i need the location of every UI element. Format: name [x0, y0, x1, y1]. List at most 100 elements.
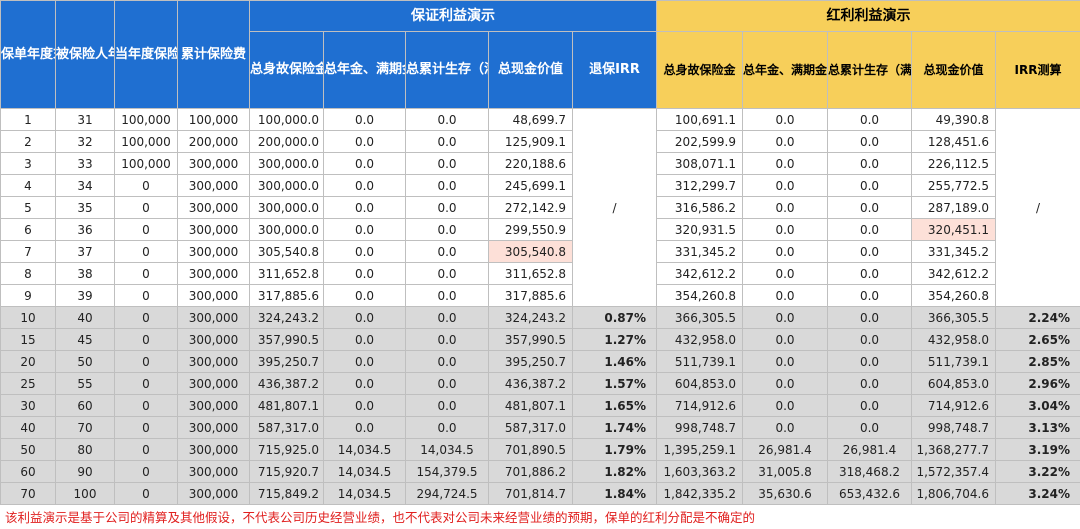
merged-irr-placeholder-dividend: / [995, 108, 1080, 307]
cell-g-annuity: 0.0 [323, 240, 406, 263]
table-row: 5 35 0 300,000 300,000.0 0.0 0.0 272,142.9 316,5… [0, 196, 1080, 219]
table-row: 40 70 0 300,000 587,317.0 0.0 0.0 587,317.0 1.74… [0, 416, 1080, 439]
cell-d-annuity: 0.0 [742, 306, 828, 329]
cell-g-death-benefit: 100,000.0 [249, 108, 324, 131]
cell-d-survival: 0.0 [827, 218, 912, 241]
cell-cumulative-premium: 300,000 [177, 284, 250, 307]
cell-annual-premium: 0 [114, 350, 178, 373]
cell-policy-year: 6 [0, 218, 56, 241]
cell-d-death-benefit: 511,739.1 [656, 350, 743, 373]
header-g-cash-value: 总现金价值 [488, 31, 573, 109]
cell-g-cash-value: 481,807.1 [488, 394, 573, 417]
cell-d-annuity: 0.0 [742, 350, 828, 373]
cell-cumulative-premium: 300,000 [177, 394, 250, 417]
cell-cumulative-premium: 300,000 [177, 416, 250, 439]
cell-d-death-benefit: 316,586.2 [656, 196, 743, 219]
cell-policy-year: 4 [0, 174, 56, 197]
header-policy-year: 保单年度末 [0, 0, 56, 109]
cell-g-death-benefit: 587,317.0 [249, 416, 324, 439]
cell-d-irr: 2.65% [995, 328, 1080, 351]
cell-cumulative-premium: 300,000 [177, 438, 250, 461]
cell-g-annuity: 0.0 [323, 416, 406, 439]
cell-d-annuity: 26,981.4 [742, 438, 828, 461]
header-d-annuity: 总年金、满期金和满期现金红利 [742, 31, 828, 109]
table-row: 10 40 0 300,000 324,243.2 0.0 0.0 324,243.2 0.87… [0, 306, 1080, 329]
cell-g-annuity: 0.0 [323, 130, 406, 153]
cell-d-cash-value: 128,451.6 [911, 130, 996, 153]
cell-d-death-benefit: 1,842,335.2 [656, 482, 743, 505]
header-insured-age: 被保险人年龄 [55, 0, 115, 109]
cell-g-death-benefit: 715,925.0 [249, 438, 324, 461]
cell-annual-premium: 100,000 [114, 108, 178, 131]
cell-g-survival: 0.0 [405, 218, 489, 241]
cell-g-death-benefit: 300,000.0 [249, 152, 324, 175]
cell-policy-year: 70 [0, 482, 56, 505]
table-row: 3 33 100,000 300,000 300,000.0 0.0 0.0 220,188.… [0, 152, 1080, 175]
table-row: 7 37 0 300,000 305,540.8 0.0 0.0 305,540.8 331,3… [0, 240, 1080, 263]
table-row: 2 32 100,000 200,000 200,000.0 0.0 0.0 125,909.… [0, 130, 1080, 153]
header-g-surrender-irr: 退保IRR [572, 31, 657, 109]
cell-cumulative-premium: 300,000 [177, 152, 250, 175]
cell-g-death-benefit: 715,920.7 [249, 460, 324, 483]
cell-g-annuity: 0.0 [323, 328, 406, 351]
cell-annual-premium: 0 [114, 482, 178, 505]
cell-g-annuity: 0.0 [323, 306, 406, 329]
cell-g-surrender-irr: 1.79% [572, 438, 657, 461]
cell-g-survival: 154,379.5 [405, 460, 489, 483]
cell-d-annuity: 0.0 [742, 416, 828, 439]
cell-cumulative-premium: 300,000 [177, 306, 250, 329]
cell-d-death-benefit: 100,691.1 [656, 108, 743, 131]
cell-g-death-benefit: 200,000.0 [249, 130, 324, 153]
cell-d-irr: 2.24% [995, 306, 1080, 329]
cell-insured-age: 36 [55, 218, 115, 241]
cell-d-survival: 0.0 [827, 108, 912, 131]
cell-g-surrender-irr: 1.27% [572, 328, 657, 351]
disclaimer-footnote: 该利益演示是基于公司的精算及其他假设，不代表公司历史经营业绩，也不代表对公司未来… [5, 510, 756, 525]
cell-d-annuity: 0.0 [742, 174, 828, 197]
cell-policy-year: 15 [0, 328, 56, 351]
header-annual-premium: 当年度保险费 [114, 0, 178, 109]
cell-insured-age: 45 [55, 328, 115, 351]
cell-g-cash-value: 357,990.5 [488, 328, 573, 351]
cell-d-cash-value: 604,853.0 [911, 372, 996, 395]
cell-d-cash-value: 320,451.1 [911, 218, 996, 241]
cell-g-death-benefit: 715,849.2 [249, 482, 324, 505]
table-row: 6 36 0 300,000 300,000.0 0.0 0.0 299,550.9 320,9… [0, 218, 1080, 241]
cell-g-annuity: 0.0 [323, 152, 406, 175]
cell-annual-premium: 0 [114, 262, 178, 285]
cell-cumulative-premium: 300,000 [177, 240, 250, 263]
cell-policy-year: 25 [0, 372, 56, 395]
cell-annual-premium: 0 [114, 174, 178, 197]
cell-d-irr: 3.24% [995, 482, 1080, 505]
cell-g-death-benefit: 357,990.5 [249, 328, 324, 351]
cell-d-death-benefit: 714,912.6 [656, 394, 743, 417]
cell-annual-premium: 0 [114, 460, 178, 483]
header-dividend-benefit: 红利利益演示 [656, 0, 1080, 32]
cell-cumulative-premium: 300,000 [177, 372, 250, 395]
cell-policy-year: 7 [0, 240, 56, 263]
cell-g-cash-value: 311,652.8 [488, 262, 573, 285]
cell-g-surrender-irr: 1.84% [572, 482, 657, 505]
cell-d-survival: 0.0 [827, 328, 912, 351]
cell-insured-age: 70 [55, 416, 115, 439]
cell-policy-year: 5 [0, 196, 56, 219]
cell-d-death-benefit: 342,612.2 [656, 262, 743, 285]
cell-d-annuity: 0.0 [742, 394, 828, 417]
table-row: 25 55 0 300,000 436,387.2 0.0 0.0 436,387.2 1.57… [0, 372, 1080, 395]
cell-g-cash-value: 701,890.5 [488, 438, 573, 461]
cell-d-cash-value: 432,958.0 [911, 328, 996, 351]
cell-g-cash-value: 125,909.1 [488, 130, 573, 153]
cell-g-annuity: 0.0 [323, 174, 406, 197]
cell-g-cash-value: 436,387.2 [488, 372, 573, 395]
cell-annual-premium: 100,000 [114, 152, 178, 175]
cell-g-survival: 0.0 [405, 130, 489, 153]
cell-insured-age: 90 [55, 460, 115, 483]
cell-g-surrender-irr: 1.57% [572, 372, 657, 395]
cell-d-death-benefit: 202,599.9 [656, 130, 743, 153]
cell-g-death-benefit: 395,250.7 [249, 350, 324, 373]
cell-insured-age: 60 [55, 394, 115, 417]
cell-d-annuity: 0.0 [742, 240, 828, 263]
cell-insured-age: 32 [55, 130, 115, 153]
cell-g-cash-value: 324,243.2 [488, 306, 573, 329]
cell-d-survival: 0.0 [827, 196, 912, 219]
